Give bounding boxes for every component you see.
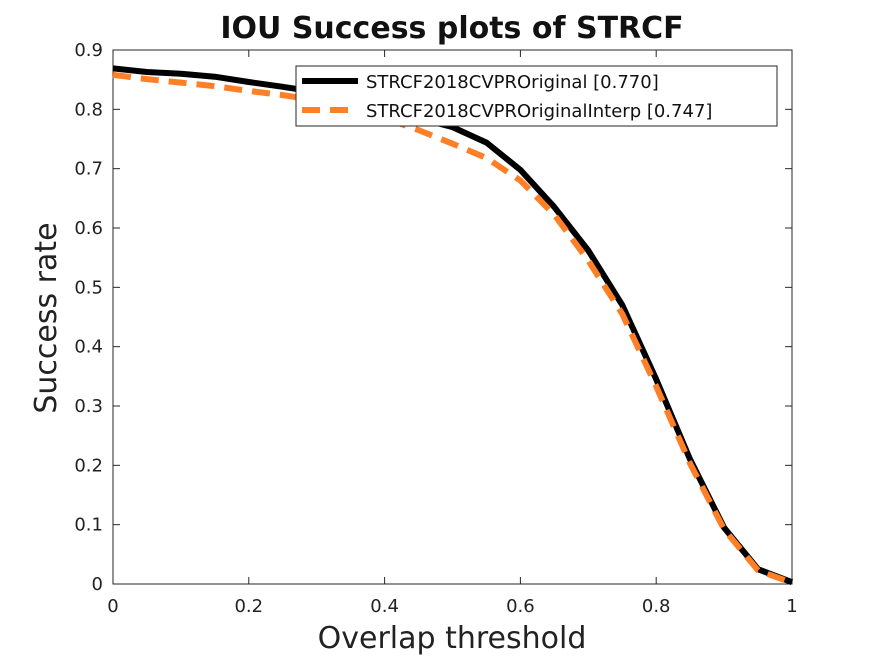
y-tick-label: 0.7 [74,159,103,180]
x-tick-label: 0.8 [642,596,671,617]
y-tick-label: 0.3 [74,396,103,417]
y-axis-label: Success rate [29,222,64,413]
plot-area [112,49,793,585]
y-tick-label: 0.2 [74,455,103,476]
series-line-1 [112,65,794,586]
legend-label-2: STRCF2018CVPROriginalInterp [0.747] [366,101,712,122]
y-tick-label: 0 [92,574,103,595]
legend: STRCF2018CVPROriginal [0.770] STRCF2018CV… [295,65,778,127]
y-tick-label: 0.8 [74,99,103,120]
y-tick-label: 0.6 [74,218,103,239]
x-tick-label: 0.4 [370,596,399,617]
y-tick-label: 0.9 [74,40,103,61]
x-tick-label: 0.6 [506,596,535,617]
x-axis-label: Overlap threshold [318,621,587,656]
y-tick-label: 0.4 [74,337,103,358]
x-tick-label: 1 [786,596,797,617]
x-tick-label: 0 [107,596,118,617]
axis-ticks: 0 0.2 0.4 0.6 0.8 1 0 0.1 0.2 0.3 0.4 0.5 0.6 0.7 0.8 0… [74,40,797,617]
y-tick-label: 0.1 [74,515,103,536]
y-tick-label: 0.5 [74,277,103,298]
x-tick-label: 0.2 [234,596,263,617]
chart-title: IOU Success plots of STRCF [220,11,683,46]
series-lines [112,65,794,586]
legend-box [295,65,778,127]
legend-label-1: STRCF2018CVPROriginal [0.770] [366,72,659,93]
series-line-2 [112,71,794,586]
